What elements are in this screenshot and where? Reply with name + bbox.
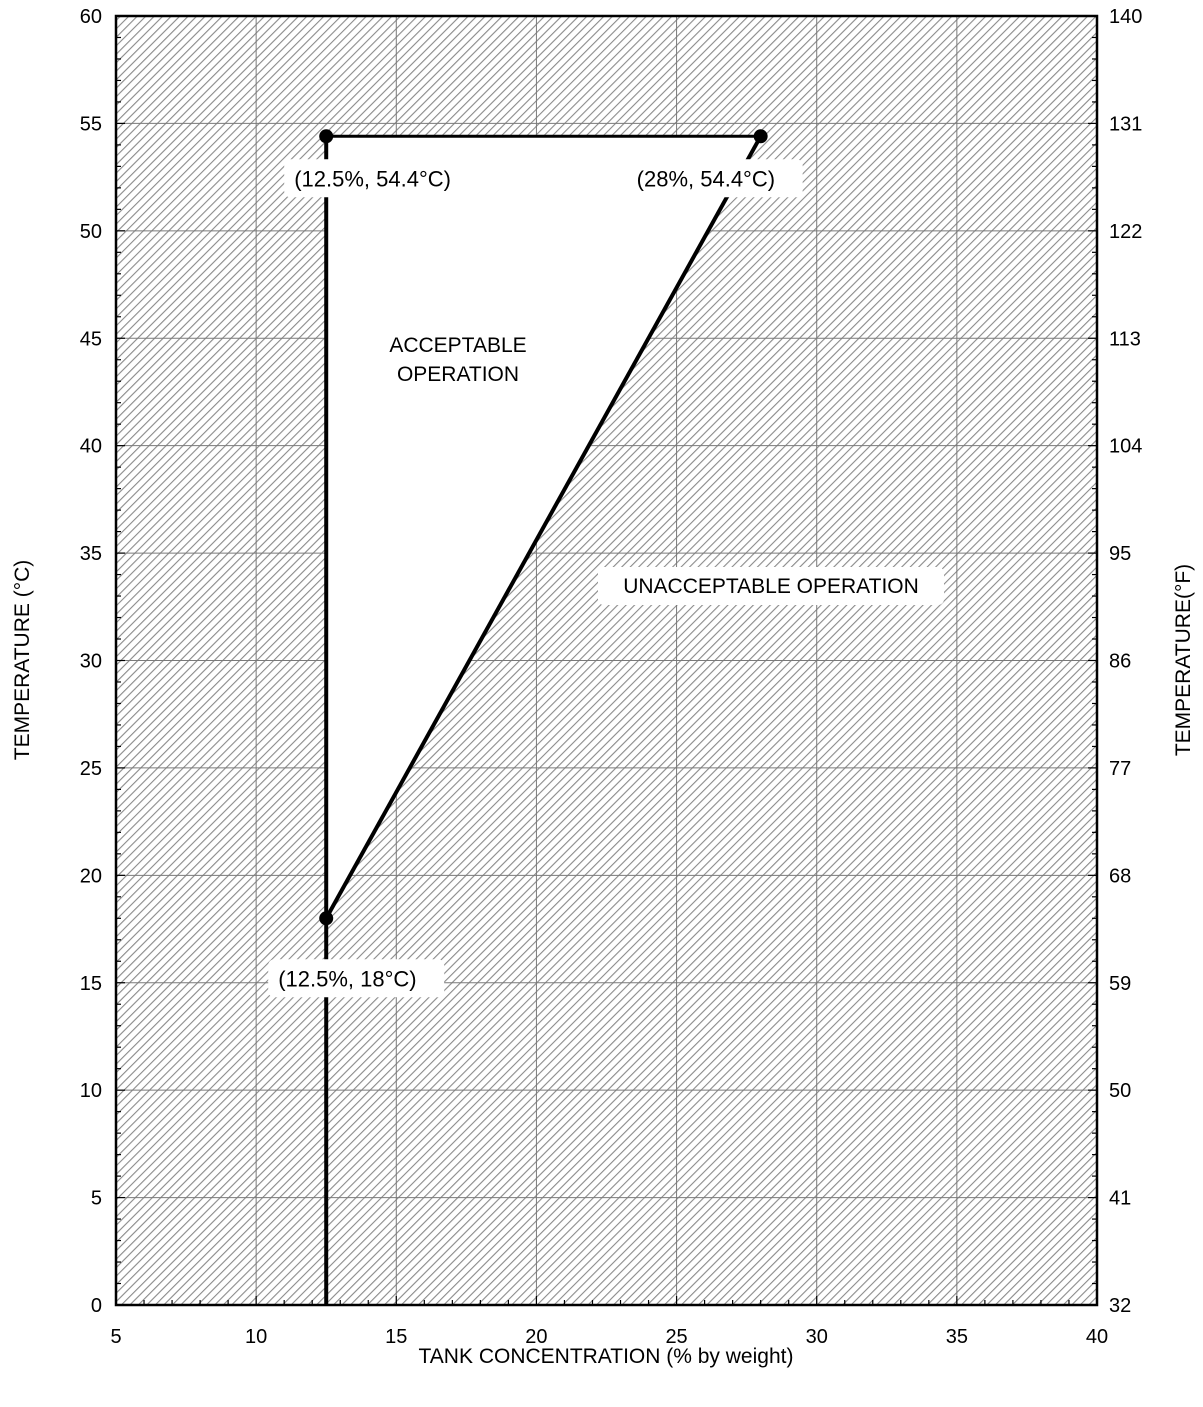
y2-tick-label-3: 59 bbox=[1109, 973, 1131, 995]
point-label-bg-0 bbox=[284, 159, 481, 198]
acceptable-label-line-1: ACCEPTABLE bbox=[389, 334, 526, 357]
acceptable-label-line-2: OPERATION bbox=[397, 363, 519, 386]
y2-tick-label-2: 50 bbox=[1109, 1080, 1131, 1102]
plot-frame bbox=[114, 14, 1099, 1307]
y-tick-label-10: 50 bbox=[80, 221, 102, 243]
data-point-2 bbox=[319, 911, 334, 926]
y2-tick-labels: 32 41 50 59 68 77 86 95 104 113 122 131 140 bbox=[1109, 6, 1142, 1317]
y-tick-label-11: 55 bbox=[80, 113, 102, 135]
y-axis-title: TEMPERATURE (°C) bbox=[11, 560, 34, 761]
y2-tick-label-10: 122 bbox=[1109, 221, 1142, 243]
x-tick-label-5: 30 bbox=[806, 1326, 828, 1348]
y2-tick-label-6: 86 bbox=[1109, 651, 1131, 673]
y-tick-label-2: 10 bbox=[80, 1080, 102, 1102]
y-tick-label-4: 20 bbox=[80, 865, 102, 887]
y-tick-label-5: 25 bbox=[80, 758, 102, 780]
point-label-bg-1 bbox=[626, 159, 803, 198]
point-label-1: (28%, 54.4°C) bbox=[637, 166, 775, 191]
x-tick-label-4: 25 bbox=[665, 1326, 687, 1348]
x-tick-labels: 5 10 15 20 25 30 35 40 bbox=[110, 1326, 1108, 1348]
x-tick-label-0: 5 bbox=[110, 1326, 121, 1348]
unacceptable-label: UNACCEPTABLE OPERATION bbox=[623, 575, 919, 598]
x-tick-label-6: 35 bbox=[946, 1326, 968, 1348]
y2-tick-label-9: 113 bbox=[1109, 328, 1141, 350]
unacceptable-label-bg bbox=[598, 567, 944, 605]
point-annotations: (12.5%, 54.4°C) (28%, 54.4°C) (12.5%, 18°C… bbox=[268, 159, 803, 998]
point-label-0: (12.5%, 54.4°C) bbox=[294, 166, 451, 191]
x-tick-label-2: 15 bbox=[385, 1326, 407, 1348]
x-tick-label-3: 20 bbox=[525, 1326, 547, 1348]
diagonal-line bbox=[324, 135, 763, 920]
y-tick-label-7: 35 bbox=[80, 543, 102, 565]
y-tick-labels: 0 5 10 15 20 25 30 35 40 45 50 55 60 bbox=[80, 6, 102, 1317]
y2-tick-label-1: 41 bbox=[1109, 1188, 1131, 1210]
y2-tick-label-12: 140 bbox=[1109, 6, 1142, 28]
x-tick-label-1: 10 bbox=[245, 1326, 267, 1348]
boundary-lines bbox=[324, 134, 763, 1305]
y-tick-label-12: 60 bbox=[80, 6, 102, 28]
data-point-0 bbox=[319, 129, 334, 144]
y-tick-label-3: 15 bbox=[80, 973, 102, 995]
data-points bbox=[319, 129, 768, 926]
y2-axis-title: TEMPERATURE(°F) bbox=[1172, 564, 1195, 756]
x-axis-title: TANK CONCENTRATION (% by weight) bbox=[419, 1345, 794, 1368]
y2-tick-label-7: 95 bbox=[1109, 543, 1131, 565]
y2-tick-label-11: 131 bbox=[1109, 113, 1142, 135]
y-tick-label-8: 40 bbox=[80, 436, 102, 458]
y2-tick-label-8: 104 bbox=[1109, 436, 1142, 458]
y-tick-label-9: 45 bbox=[80, 328, 102, 350]
data-point-1 bbox=[753, 129, 768, 144]
acceptable-region bbox=[326, 136, 761, 919]
y-tick-label-6: 30 bbox=[80, 651, 102, 673]
y-tick-label-0: 0 bbox=[91, 1295, 102, 1317]
x-tick-label-7: 40 bbox=[1086, 1326, 1108, 1348]
point-label-bg-2 bbox=[268, 959, 445, 998]
y-tick-label-1: 5 bbox=[91, 1188, 102, 1210]
y2-tick-label-0: 32 bbox=[1109, 1295, 1131, 1317]
y2-tick-label-5: 77 bbox=[1109, 758, 1131, 780]
y2-tick-label-4: 68 bbox=[1109, 865, 1131, 887]
point-label-2: (12.5%, 18°C) bbox=[278, 966, 416, 991]
